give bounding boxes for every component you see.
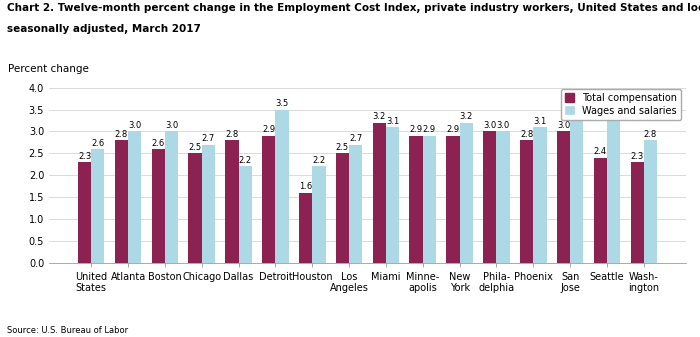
Bar (128, 131, 141, 263)
Text: 2.7: 2.7 (349, 134, 363, 143)
Bar (78, 162, 91, 263)
Bar (386, 127, 399, 263)
Bar (570, 118, 583, 263)
Text: 2.4: 2.4 (594, 147, 607, 156)
Text: Source: U.S. Bureau of Labor: Source: U.S. Bureau of Labor (7, 326, 128, 335)
Bar (275, 110, 288, 263)
Text: 2.6: 2.6 (91, 139, 104, 148)
Text: 2.8: 2.8 (225, 130, 239, 139)
Bar (115, 140, 128, 263)
Bar (165, 131, 178, 263)
Bar (312, 166, 326, 263)
Bar (262, 136, 275, 263)
Text: 2.2: 2.2 (239, 156, 252, 165)
Text: 2.7: 2.7 (202, 134, 215, 143)
Bar (423, 136, 436, 263)
Bar (460, 123, 473, 263)
Bar (349, 145, 363, 263)
Text: 2.9: 2.9 (447, 125, 459, 134)
Bar (372, 123, 386, 263)
Text: 2.5: 2.5 (336, 143, 349, 152)
Legend: Total compensation, Wages and salaries: Total compensation, Wages and salaries (561, 89, 681, 120)
Bar (631, 162, 644, 263)
Text: 2.8: 2.8 (115, 130, 128, 139)
Bar (299, 193, 312, 263)
Text: 2.3: 2.3 (78, 152, 91, 161)
Text: 2.2: 2.2 (312, 156, 326, 165)
Text: 2.8: 2.8 (520, 130, 533, 139)
Text: 3.0: 3.0 (557, 121, 570, 130)
Text: 3.0: 3.0 (165, 121, 178, 130)
Bar (410, 136, 423, 263)
Bar (202, 145, 215, 263)
Text: 3.1: 3.1 (533, 117, 547, 126)
Bar (644, 140, 657, 263)
Text: 3.1: 3.1 (386, 117, 399, 126)
Bar (336, 153, 349, 263)
Bar (239, 166, 252, 263)
Text: 3.0: 3.0 (496, 121, 510, 130)
Text: 2.3: 2.3 (631, 152, 644, 161)
Text: 2.9: 2.9 (410, 125, 423, 134)
Text: 2.9: 2.9 (262, 125, 275, 134)
Bar (607, 105, 620, 263)
Text: 2.9: 2.9 (423, 125, 436, 134)
Text: 1.6: 1.6 (299, 182, 312, 191)
Text: 2.8: 2.8 (644, 130, 657, 139)
Text: 3.0: 3.0 (483, 121, 496, 130)
Text: 2.5: 2.5 (188, 143, 202, 152)
Bar (152, 149, 165, 263)
Bar (447, 136, 460, 263)
Bar (91, 149, 104, 263)
Text: 3.5: 3.5 (275, 99, 288, 108)
Bar (520, 140, 533, 263)
Text: 3.2: 3.2 (372, 112, 386, 121)
Bar (556, 131, 570, 263)
Text: 3.2: 3.2 (460, 112, 473, 121)
Text: 3.0: 3.0 (128, 121, 141, 130)
Bar (188, 153, 202, 263)
Text: Chart 2. Twelve-month percent change in the Employment Cost Index, private indus: Chart 2. Twelve-month percent change in … (7, 3, 700, 13)
Bar (483, 131, 496, 263)
Bar (225, 140, 239, 263)
Text: seasonally adjusted, March 2017: seasonally adjusted, March 2017 (7, 24, 201, 34)
Text: Percent change: Percent change (8, 64, 88, 73)
Bar (533, 127, 547, 263)
Bar (594, 158, 607, 263)
Text: 2.6: 2.6 (152, 139, 165, 148)
Text: 3.6: 3.6 (607, 95, 620, 104)
Bar (496, 131, 510, 263)
Text: 3.3: 3.3 (570, 108, 583, 117)
